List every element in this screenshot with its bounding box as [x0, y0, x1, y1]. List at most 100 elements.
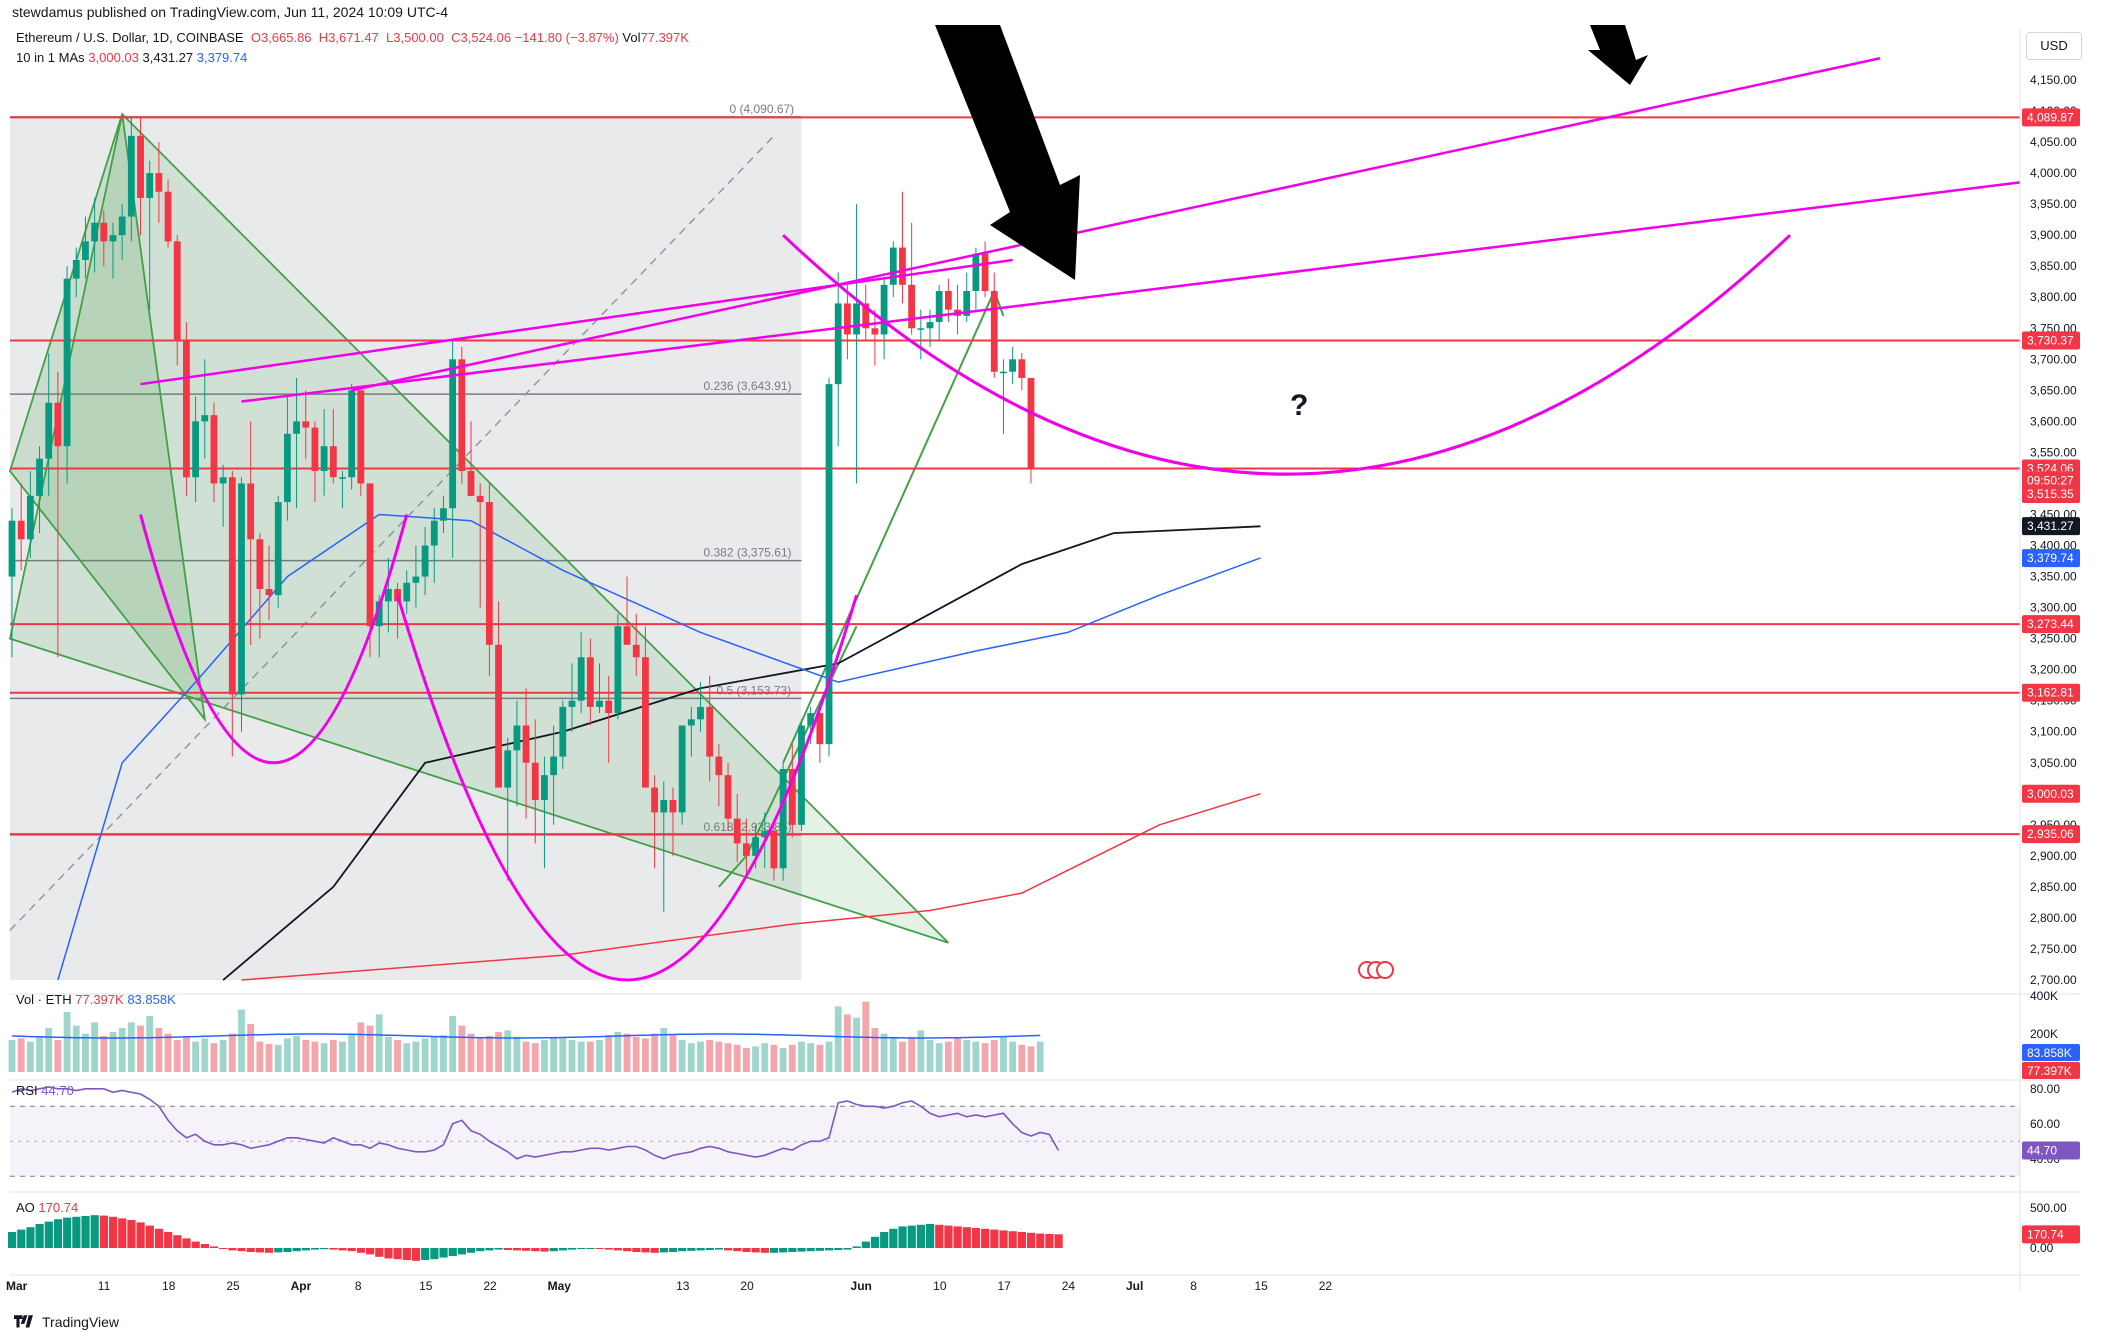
volume-bar-61 — [568, 1040, 576, 1072]
ao-bar-105 — [971, 1228, 981, 1248]
ao-bar-62 — [577, 1248, 586, 1249]
ao-bar-37 — [347, 1248, 356, 1252]
volume-tag-red: 77.397K — [2027, 1064, 2072, 1078]
volume-bar-53 — [495, 1032, 502, 1072]
candle-body-63 — [586, 657, 594, 707]
ao-bar-6 — [63, 1217, 72, 1248]
candle-body-32 — [302, 421, 310, 428]
rsi-legend: RSI 44.70 — [16, 1083, 74, 1098]
price-tag-bg-7 — [2022, 615, 2080, 634]
ao-bar-83 — [769, 1248, 779, 1253]
ao-bar-38 — [356, 1248, 366, 1253]
candle-body-6 — [63, 278, 71, 447]
date-tick-14: 24 — [1062, 1279, 1076, 1293]
price-tick-0: 4,150.00 — [2030, 73, 2077, 87]
price-tick-24: 2,850.00 — [2030, 880, 2077, 894]
price-tag-4: 3,515.35 — [2027, 487, 2074, 501]
ao-bar-57 — [531, 1248, 540, 1252]
volume-value-red: 77.397K — [75, 992, 124, 1007]
candle-body-45 — [421, 545, 429, 577]
volume-bar-44 — [412, 1041, 420, 1072]
ao-bar-54 — [503, 1248, 512, 1250]
ao-bar-43 — [402, 1248, 411, 1260]
volume-bar-57 — [531, 1043, 539, 1072]
volume-ma-line — [11, 1033, 1041, 1039]
ao-bar-19 — [182, 1238, 191, 1248]
candle-body-86 — [798, 725, 805, 825]
ao-bar-44 — [411, 1248, 421, 1261]
volume-bar-102 — [944, 1041, 952, 1072]
candle-body-52 — [485, 502, 493, 645]
candle-body-92 — [853, 303, 860, 335]
currency-button[interactable]: USD — [2026, 32, 2082, 60]
volume-bar-46 — [430, 1036, 438, 1072]
volume-bar-87 — [807, 1043, 815, 1072]
volume-bar-94 — [871, 1028, 879, 1072]
volume-bar-104 — [963, 1040, 971, 1072]
date-tick-12: 10 — [933, 1279, 947, 1293]
price-tick-15: 3,350.00 — [2030, 570, 2077, 584]
candle-body-34 — [320, 446, 328, 472]
volume-bar-25 — [238, 1009, 245, 1072]
price-tag-10: 2,935.06 — [2027, 827, 2074, 841]
candle-body-74 — [687, 719, 695, 726]
ao-bar-24 — [228, 1248, 237, 1251]
volume-bar-0 — [8, 1040, 16, 1072]
price-tag-bg-0 — [2022, 108, 2080, 127]
tradingview-brand[interactable]: TradingView — [14, 1314, 119, 1330]
date-tick-7: 22 — [483, 1279, 497, 1293]
volume-bar-22 — [210, 1043, 218, 1072]
ao-bar-67 — [623, 1248, 632, 1252]
ma-label[interactable]: 10 in 1 MAs — [16, 50, 85, 65]
date-tick-17: 15 — [1254, 1279, 1268, 1293]
fib-label-2: 0.382 (3,375.61) — [703, 546, 791, 560]
ao-bar-59 — [549, 1248, 558, 1252]
volume-bar-32 — [302, 1040, 310, 1072]
ao-bar-86 — [797, 1248, 806, 1252]
candle-body-64 — [596, 700, 603, 707]
candle-body-89 — [825, 384, 833, 745]
candle-body-95 — [880, 284, 888, 335]
ao-bar-98 — [907, 1225, 916, 1248]
volume-bar-89 — [825, 1041, 833, 1072]
date-tick-10: 20 — [740, 1279, 754, 1293]
price-tick-12: 3,550.00 — [2030, 445, 2077, 459]
fib-label-0: 0 (4,090.67) — [729, 102, 794, 116]
ao-bar-5 — [53, 1219, 63, 1248]
low-value: L3,500.00 — [382, 30, 444, 45]
volume-bar-6 — [63, 1012, 71, 1072]
volume-tag-blue: 83.858K — [2027, 1046, 2072, 1060]
candle-body-83 — [770, 831, 778, 869]
ao-bar-1 — [17, 1229, 26, 1248]
date-tick-1: 11 — [98, 1279, 111, 1293]
price-tag-7: 3,273.44 — [2027, 617, 2074, 631]
volume-bar-86 — [798, 1041, 805, 1072]
volume-bar-97 — [899, 1041, 906, 1072]
price-tick-16: 3,300.00 — [2030, 601, 2077, 615]
volume-bar-23 — [219, 1040, 227, 1072]
ao-bar-32 — [301, 1248, 310, 1251]
symbol-name[interactable]: Ethereum / U.S. Dollar, 1D, COINBASE — [16, 30, 244, 45]
candle-body-17 — [164, 191, 172, 242]
volume-bar-50 — [467, 1033, 475, 1072]
candle-body-38 — [357, 390, 365, 484]
ao-bar-93 — [861, 1241, 870, 1248]
volume-bar-91 — [843, 1014, 851, 1072]
price-tick-3: 4,000.00 — [2030, 166, 2077, 180]
candle-body-10 — [100, 222, 108, 242]
price-tag-6: 3,379.74 — [2027, 551, 2074, 565]
volume-bar-20 — [192, 1041, 199, 1072]
ma-black-line — [222, 525, 1261, 981]
ao-legend: AO 170.74 — [16, 1200, 78, 1215]
candle-body-12 — [118, 216, 126, 236]
ao-bar-35 — [329, 1248, 338, 1250]
rsi-label: RSI — [16, 1083, 38, 1098]
volume-bar-107 — [990, 1040, 998, 1072]
ao-bar-99 — [916, 1224, 926, 1248]
volume-bar-56 — [522, 1041, 530, 1072]
price-tick-26: 2,750.00 — [2030, 942, 2077, 956]
ao-bar-2 — [26, 1227, 35, 1248]
price-tick-2: 4,050.00 — [2030, 135, 2077, 149]
volume-bar-74 — [687, 1043, 695, 1072]
